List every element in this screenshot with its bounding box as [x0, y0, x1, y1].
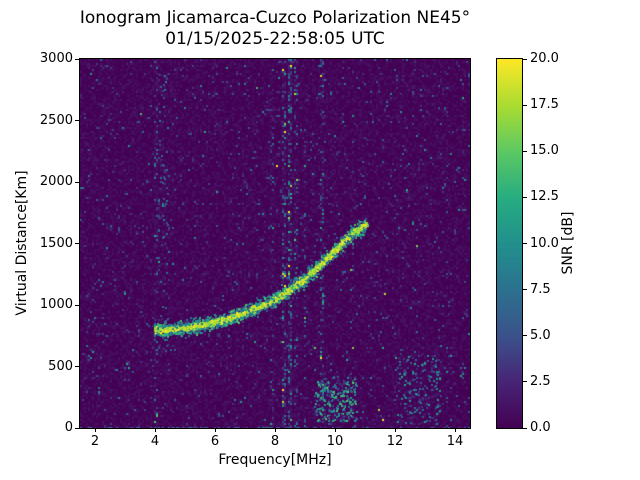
x-tick-label: 10 [326, 434, 344, 449]
colorbar-tick-mark [523, 243, 527, 244]
x-tick-label: 8 [270, 434, 280, 449]
x-tick-label: 4 [150, 434, 160, 449]
x-tick-label: 2 [90, 434, 100, 449]
x-tick-mark [214, 428, 216, 432]
y-tick-mark [75, 304, 79, 306]
colorbar-tick-label: 20.0 [530, 51, 559, 66]
y-tick-mark [75, 366, 79, 367]
colorbar-tick-mark [523, 104, 527, 106]
y-tick-mark [75, 427, 79, 429]
colorbar-gradient [497, 59, 522, 428]
x-tick-mark [394, 428, 396, 432]
y-tick-label: 1500 [39, 235, 73, 251]
y-tick-label: 1000 [39, 297, 73, 312]
x-tick-mark [274, 428, 276, 432]
colorbar-tick-label: 15.0 [530, 143, 559, 159]
plot-area [79, 58, 471, 429]
chart-subtitle: 01/15/2025-22:58:05 UTC [165, 29, 385, 49]
y-tick-mark [75, 243, 79, 244]
y-tick-mark [75, 181, 79, 183]
y-tick-label: 2000 [39, 174, 73, 189]
x-tick-mark [94, 428, 96, 432]
colorbar-tick-mark [523, 289, 527, 291]
colorbar-tick-label: 5.0 [530, 327, 551, 343]
colorbar-tick-label: 12.5 [530, 189, 559, 205]
y-tick-label: 2500 [39, 112, 73, 128]
colorbar-tick-mark [523, 150, 527, 152]
x-axis-label: Frequency[MHz] [218, 452, 332, 468]
y-tick-label: 500 [48, 358, 73, 374]
colorbar-tick-label: 2.5 [530, 373, 551, 389]
colorbar-tick-mark [523, 196, 527, 198]
colorbar-tick-mark [523, 58, 527, 60]
y-tick-mark [75, 58, 79, 60]
colorbar-tick-label: 7.5 [530, 281, 551, 297]
x-tick-mark [454, 428, 456, 432]
colorbar-tick-mark [523, 335, 527, 337]
ionogram-heatmap [80, 59, 470, 428]
x-tick-mark [154, 428, 156, 432]
x-tick-label: 12 [386, 434, 404, 449]
colorbar-tick-label: 17.5 [530, 97, 559, 113]
colorbar-tick-label: 10.0 [530, 235, 559, 251]
y-tick-label: 3000 [39, 51, 73, 66]
chart-title: Ionogram Jicamarca-Cuzco Polarization NE… [79, 8, 471, 28]
colorbar-tick-mark [523, 427, 527, 429]
x-tick-label: 6 [210, 434, 220, 449]
colorbar-tick-mark [523, 381, 527, 383]
x-tick-label: 14 [446, 434, 464, 449]
y-tick-mark [75, 120, 79, 121]
x-tick-mark [334, 428, 336, 432]
colorbar [496, 58, 523, 429]
y-tick-label: 0 [64, 420, 73, 435]
colorbar-label: SNR [dB] [560, 211, 576, 275]
colorbar-tick-label: 0.0 [530, 420, 551, 435]
